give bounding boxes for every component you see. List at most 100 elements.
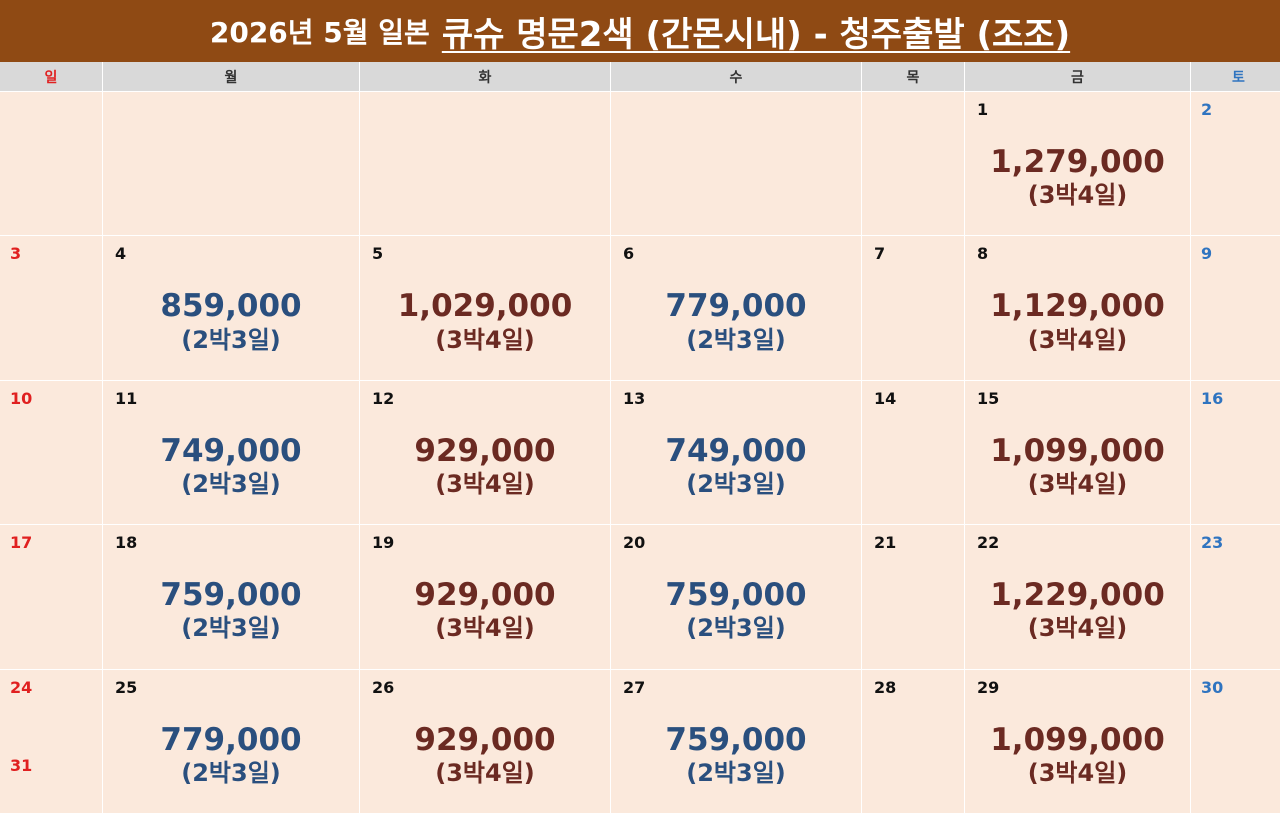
calendar-day-cell[interactable]: 29 1,099,000 (3박4일): [965, 669, 1190, 813]
calendar-day-cell[interactable]: 24 31: [0, 669, 102, 813]
day-number: 2: [1201, 100, 1213, 119]
weekday-header-tue: 화: [360, 62, 610, 91]
tour-price: 759,000: [665, 721, 807, 758]
day-number: 27: [623, 677, 646, 697]
day-number: 23: [1201, 533, 1224, 553]
day-number-secondary: 31: [10, 755, 33, 775]
tour-duration: (2박3일): [181, 469, 281, 498]
tour-duration: (3박4일): [1027, 469, 1128, 498]
calendar-day-cell[interactable]: 17: [0, 525, 102, 669]
day-number: 20: [623, 533, 646, 553]
tour-price-block: 759,000 (2박3일): [611, 722, 861, 788]
day-number: 14: [874, 388, 897, 408]
calendar-day-cell[interactable]: 14: [862, 380, 964, 525]
tour-duration: (2박3일): [686, 758, 786, 787]
tour-duration: (3박4일): [435, 758, 535, 787]
tour-price: 779,000: [160, 721, 302, 758]
calendar-day-cell[interactable]: 16: [1191, 380, 1280, 525]
day-number: 22: [977, 533, 1000, 553]
calendar-day-cell[interactable]: [611, 92, 861, 236]
tour-price: 929,000: [414, 432, 556, 469]
calendar-day-cell[interactable]: 1 1,279,000 (3박4일): [965, 92, 1190, 236]
calendar-day-cell[interactable]: 4 859,000 (2박3일): [103, 236, 359, 380]
tour-price: 1,099,000: [990, 432, 1165, 469]
calendar-day-cell[interactable]: 23: [1191, 525, 1280, 669]
calendar-day-cell[interactable]: 28: [862, 669, 964, 813]
tour-price-block: 859,000 (2박3일): [103, 288, 359, 354]
calendar-day-cell[interactable]: [103, 92, 359, 236]
day-number: 28: [874, 677, 897, 697]
calendar-day-cell[interactable]: 20 759,000 (2박3일): [611, 525, 861, 669]
calendar-day-cell[interactable]: 11 749,000 (2박3일): [103, 380, 359, 525]
tour-price: 1,229,000: [990, 577, 1165, 614]
calendar-day-cell[interactable]: [360, 92, 610, 236]
weekday-header-thu: 목: [862, 62, 964, 91]
calendar-day-cell[interactable]: 5 1,029,000 (3박4일): [360, 236, 610, 380]
calendar-day-cell[interactable]: 3: [0, 236, 102, 380]
calendar-day-cell[interactable]: 9: [1191, 236, 1280, 380]
day-number: 11: [115, 388, 138, 408]
tour-price-block: 759,000 (2박3일): [103, 577, 359, 643]
tour-price: 1,099,000: [990, 721, 1165, 758]
title-bar: 2026년 5월 일본 큐슈 명문2색 (간몬시내) - 청주출발 (조조): [0, 0, 1280, 62]
calendar-day-cell[interactable]: 25 779,000 (2박3일): [103, 669, 359, 813]
calendar-day-cell[interactable]: 21: [862, 525, 964, 669]
tour-price-block: 929,000 (3박4일): [360, 577, 610, 643]
day-number: 18: [115, 533, 138, 553]
tour-price-block: 929,000 (3박4일): [360, 433, 610, 499]
weekday-header-fri: 금: [965, 62, 1190, 91]
day-number: 8: [977, 244, 989, 264]
tour-price-block: 749,000 (2박3일): [103, 433, 359, 499]
calendar-day-cell[interactable]: 30: [1191, 669, 1280, 813]
calendar-day-cell[interactable]: 7: [862, 236, 964, 380]
tour-price-block: 749,000 (2박3일): [611, 433, 861, 499]
tour-price: 759,000: [160, 577, 302, 614]
tour-price: 1,029,000: [397, 288, 573, 325]
calendar-day-cell[interactable]: 15 1,099,000 (3박4일): [965, 380, 1190, 525]
day-number: 17: [10, 533, 33, 553]
tour-price: 929,000: [414, 721, 556, 758]
calendar-day-cell[interactable]: 27 759,000 (2박3일): [611, 669, 861, 813]
day-number: 5: [372, 244, 384, 264]
title-prefix: 2026년 5월 일본: [209, 16, 430, 49]
tour-duration: (2박3일): [181, 325, 281, 354]
calendar-day-cell[interactable]: 13 749,000 (2박3일): [611, 380, 861, 525]
calendar-day-cell[interactable]: 26 929,000 (3박4일): [360, 669, 610, 813]
day-number: 24: [10, 677, 33, 697]
calendar-day-cell[interactable]: 12 929,000 (3박4일): [360, 380, 610, 525]
calendar-day-cell[interactable]: 2: [1191, 92, 1280, 236]
weekday-header-sat: 토: [1191, 62, 1280, 91]
tour-duration: (2박3일): [686, 469, 786, 498]
tour-price: 759,000: [665, 577, 807, 614]
day-number: 29: [977, 677, 1000, 697]
day-number: 9: [1201, 244, 1213, 264]
day-number: 3: [10, 244, 22, 264]
tour-duration: (2박3일): [686, 325, 786, 354]
tour-duration: (3박4일): [1027, 614, 1128, 643]
tour-duration: (3박4일): [435, 325, 535, 354]
calendar-day-cell[interactable]: 19 929,000 (3박4일): [360, 525, 610, 669]
calendar-day-cell[interactable]: 22 1,229,000 (3박4일): [965, 525, 1190, 669]
tour-price-block: 1,099,000 (3박4일): [965, 722, 1190, 788]
day-number: 30: [1201, 677, 1224, 697]
day-number: 1: [977, 100, 989, 119]
calendar-day-cell[interactable]: 10: [0, 380, 102, 525]
calendar-day-cell[interactable]: [0, 92, 102, 236]
day-number: 25: [115, 677, 138, 697]
tour-price-block: 759,000 (2박3일): [611, 577, 861, 643]
day-number: 26: [372, 677, 395, 697]
tour-price: 749,000: [160, 432, 302, 469]
calendar-day-cell[interactable]: [862, 92, 964, 236]
calendar-day-cell[interactable]: 8 1,129,000 (3박4일): [965, 236, 1190, 380]
title-main: 큐슈 명문2색 (간몬시내) - 청주출발 (조조): [441, 14, 1071, 55]
day-number: 7: [874, 244, 886, 264]
tour-price-block: 1,029,000 (3박4일): [360, 288, 610, 354]
tour-duration: (3박4일): [435, 614, 535, 643]
tour-price-block: 779,000 (2박3일): [611, 288, 861, 354]
weekday-header-sun: 일: [0, 62, 102, 91]
calendar-day-cell[interactable]: 6 779,000 (2박3일): [611, 236, 861, 380]
tour-duration: (3박4일): [1027, 325, 1128, 354]
calendar-day-cell[interactable]: 18 759,000 (2박3일): [103, 525, 359, 669]
tour-price-block: 779,000 (2박3일): [103, 722, 359, 788]
day-number: 19: [372, 533, 395, 553]
